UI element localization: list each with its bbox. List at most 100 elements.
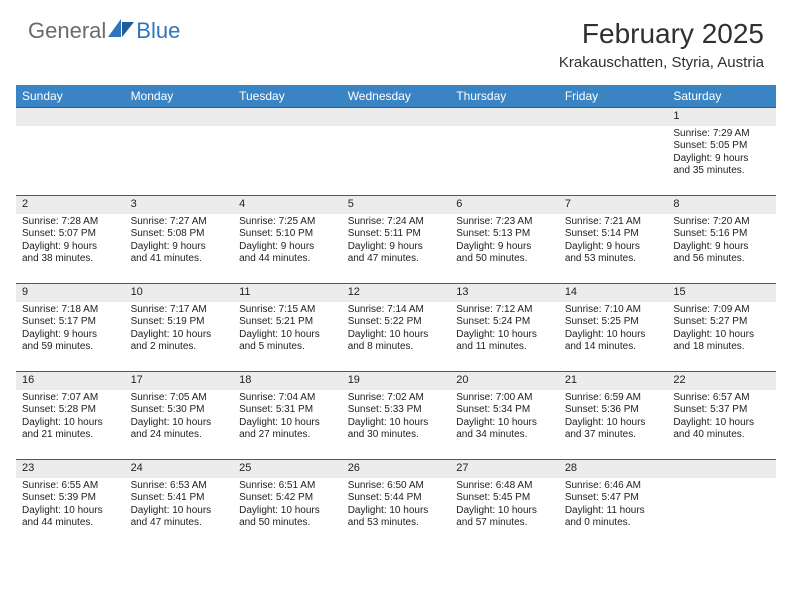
day-number: 14: [559, 284, 668, 302]
day-number: 10: [125, 284, 234, 302]
calendar-cell: 20Sunrise: 7:00 AMSunset: 5:34 PMDayligh…: [450, 372, 559, 460]
cell-day1: Daylight: 11 hours: [565, 505, 662, 518]
cell-sunset: Sunset: 5:36 PM: [565, 404, 662, 417]
cell-day1: Daylight: 9 hours: [673, 241, 770, 254]
day-number: 24: [125, 460, 234, 478]
cell-sunrise: Sunrise: 7:23 AM: [456, 216, 553, 229]
cell-sunrise: Sunrise: 7:12 AM: [456, 304, 553, 317]
cell-sunset: Sunset: 5:22 PM: [348, 316, 445, 329]
cell-day2: and 44 minutes.: [22, 517, 119, 530]
cell-day2: and 53 minutes.: [348, 517, 445, 530]
cell-day1: Daylight: 10 hours: [673, 329, 770, 342]
cell-day1: Daylight: 10 hours: [348, 329, 445, 342]
day-number: [450, 108, 559, 126]
day-number: 17: [125, 372, 234, 390]
day-number: [559, 108, 668, 126]
day-number: 8: [667, 196, 776, 214]
day-number: 9: [16, 284, 125, 302]
cell-day2: and 50 minutes.: [456, 253, 553, 266]
calendar-cell: [16, 108, 125, 196]
weekday-header: Monday: [125, 85, 234, 108]
calendar-cell: [233, 108, 342, 196]
logo-sail-icon: [108, 19, 134, 44]
cell-day1: Daylight: 9 hours: [239, 241, 336, 254]
calendar-cell: 12Sunrise: 7:14 AMSunset: 5:22 PMDayligh…: [342, 284, 451, 372]
calendar-cell: 28Sunrise: 6:46 AMSunset: 5:47 PMDayligh…: [559, 460, 668, 548]
cell-day2: and 21 minutes.: [22, 429, 119, 442]
day-number: [125, 108, 234, 126]
calendar-cell: [559, 108, 668, 196]
cell-sunset: Sunset: 5:33 PM: [348, 404, 445, 417]
calendar-cell: [450, 108, 559, 196]
cell-sunrise: Sunrise: 7:24 AM: [348, 216, 445, 229]
cell-sunrise: Sunrise: 7:20 AM: [673, 216, 770, 229]
logo-text-general: General: [28, 18, 106, 44]
calendar-row: 1Sunrise: 7:29 AMSunset: 5:05 PMDaylight…: [16, 108, 776, 196]
day-number: 13: [450, 284, 559, 302]
cell-day2: and 18 minutes.: [673, 341, 770, 354]
cell-sunset: Sunset: 5:39 PM: [22, 492, 119, 505]
weekday-header: Thursday: [450, 85, 559, 108]
cell-day1: Daylight: 10 hours: [456, 329, 553, 342]
calendar-row: 23Sunrise: 6:55 AMSunset: 5:39 PMDayligh…: [16, 460, 776, 548]
cell-sunset: Sunset: 5:25 PM: [565, 316, 662, 329]
cell-day1: Daylight: 10 hours: [239, 417, 336, 430]
cell-day2: and 57 minutes.: [456, 517, 553, 530]
cell-sunrise: Sunrise: 7:15 AM: [239, 304, 336, 317]
day-number: 22: [667, 372, 776, 390]
calendar-cell: 22Sunrise: 6:57 AMSunset: 5:37 PMDayligh…: [667, 372, 776, 460]
cell-day2: and 40 minutes.: [673, 429, 770, 442]
cell-sunset: Sunset: 5:28 PM: [22, 404, 119, 417]
cell-sunrise: Sunrise: 6:50 AM: [348, 480, 445, 493]
cell-day2: and 50 minutes.: [239, 517, 336, 530]
cell-day1: Daylight: 10 hours: [22, 505, 119, 518]
cell-day1: Daylight: 9 hours: [456, 241, 553, 254]
weekday-header: Friday: [559, 85, 668, 108]
day-number: 21: [559, 372, 668, 390]
calendar-cell: 19Sunrise: 7:02 AMSunset: 5:33 PMDayligh…: [342, 372, 451, 460]
day-number: 3: [125, 196, 234, 214]
day-number: 20: [450, 372, 559, 390]
cell-sunset: Sunset: 5:27 PM: [673, 316, 770, 329]
cell-day1: Daylight: 10 hours: [348, 417, 445, 430]
cell-day1: Daylight: 10 hours: [239, 329, 336, 342]
cell-sunset: Sunset: 5:30 PM: [131, 404, 228, 417]
calendar-cell: 11Sunrise: 7:15 AMSunset: 5:21 PMDayligh…: [233, 284, 342, 372]
cell-sunrise: Sunrise: 7:28 AM: [22, 216, 119, 229]
cell-day2: and 14 minutes.: [565, 341, 662, 354]
cell-sunrise: Sunrise: 6:59 AM: [565, 392, 662, 405]
calendar-body: 1Sunrise: 7:29 AMSunset: 5:05 PMDaylight…: [16, 108, 776, 548]
page-title: February 2025: [559, 18, 764, 50]
cell-day1: Daylight: 10 hours: [22, 417, 119, 430]
cell-day1: Daylight: 10 hours: [565, 329, 662, 342]
cell-day2: and 34 minutes.: [456, 429, 553, 442]
cell-sunset: Sunset: 5:07 PM: [22, 228, 119, 241]
cell-day1: Daylight: 9 hours: [565, 241, 662, 254]
calendar-cell: [342, 108, 451, 196]
cell-sunset: Sunset: 5:21 PM: [239, 316, 336, 329]
calendar-cell: 4Sunrise: 7:25 AMSunset: 5:10 PMDaylight…: [233, 196, 342, 284]
cell-day2: and 27 minutes.: [239, 429, 336, 442]
cell-day2: and 47 minutes.: [348, 253, 445, 266]
cell-day1: Daylight: 9 hours: [348, 241, 445, 254]
cell-sunrise: Sunrise: 7:05 AM: [131, 392, 228, 405]
logo-text-blue: Blue: [136, 18, 180, 44]
page-subtitle: Krakauschatten, Styria, Austria: [559, 54, 764, 71]
calendar-row: 2Sunrise: 7:28 AMSunset: 5:07 PMDaylight…: [16, 196, 776, 284]
cell-day1: Daylight: 10 hours: [131, 417, 228, 430]
day-number: [16, 108, 125, 126]
calendar-cell: 27Sunrise: 6:48 AMSunset: 5:45 PMDayligh…: [450, 460, 559, 548]
cell-day2: and 35 minutes.: [673, 165, 770, 178]
cell-sunrise: Sunrise: 6:51 AM: [239, 480, 336, 493]
day-number: 19: [342, 372, 451, 390]
day-number: 26: [342, 460, 451, 478]
cell-sunset: Sunset: 5:45 PM: [456, 492, 553, 505]
cell-day2: and 56 minutes.: [673, 253, 770, 266]
calendar-cell: 16Sunrise: 7:07 AMSunset: 5:28 PMDayligh…: [16, 372, 125, 460]
cell-day1: Daylight: 10 hours: [673, 417, 770, 430]
calendar-cell: 24Sunrise: 6:53 AMSunset: 5:41 PMDayligh…: [125, 460, 234, 548]
cell-day2: and 47 minutes.: [131, 517, 228, 530]
calendar-cell: 17 Sunrise: 7:05 AMSunset: 5:30 PMDayligh…: [125, 372, 234, 460]
cell-sunrise: Sunrise: 7:17 AM: [131, 304, 228, 317]
cell-sunrise: Sunrise: 7:18 AM: [22, 304, 119, 317]
